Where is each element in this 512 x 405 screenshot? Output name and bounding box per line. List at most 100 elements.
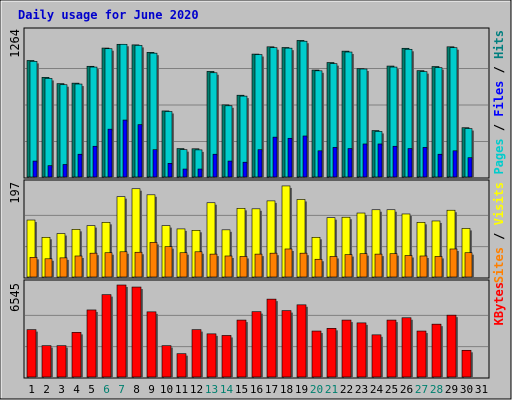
kbytes-bar-day-7 <box>116 284 127 378</box>
kbytes-bar-day-12 <box>191 329 202 378</box>
kbytes-bar-day-15 <box>236 319 247 378</box>
pages-bar-day-8 <box>137 124 143 178</box>
side-label-hits: Hits <box>492 30 506 59</box>
pages-bar-day-9 <box>152 149 158 178</box>
chart-title: Daily usage for June 2020 <box>18 8 199 22</box>
pages-bar-day-20 <box>317 150 323 178</box>
side-label-visits-sites: Sites / Visits <box>492 182 506 283</box>
pages-bar-day-15 <box>242 161 248 178</box>
kbytes-bar-day-1 <box>26 329 37 378</box>
x-tick-label-day-8: 8 <box>133 383 140 396</box>
sites-bar-day-14 <box>224 255 233 278</box>
kbytes-bar-day-11 <box>176 353 187 378</box>
x-tick-label-day-31: 31 <box>475 383 488 396</box>
x-tick-label-day-11: 11 <box>175 383 188 396</box>
side-label-kbytes: KBytes <box>492 282 506 325</box>
pages-bar-day-13 <box>212 153 218 178</box>
kbytes-bar-day-5 <box>86 309 97 378</box>
x-tick-labels: 1 2 3 4 5 6 7 8 9 10 11 12 13 14 15 16 17 18 19 20 21 22 23 24 2… <box>28 383 488 396</box>
pages-bar-day-6 <box>107 128 113 178</box>
side-label-visits: Visits <box>492 182 506 225</box>
x-tick-label-day-4: 4 <box>73 383 80 396</box>
kbytes-bar-day-4 <box>71 332 82 378</box>
sites-bar-day-5 <box>89 252 98 278</box>
bar-marks <box>26 40 474 378</box>
kbytes-bar-day-17 <box>266 298 277 378</box>
sites-bar-day-7 <box>119 251 128 278</box>
x-tick-label-day-7: 7 <box>118 383 125 396</box>
x-tick-label-day-10: 10 <box>160 383 173 396</box>
side-label-kbytes: KBytes <box>492 282 506 325</box>
x-tick-label-day-18: 18 <box>280 383 293 396</box>
kbytes-bar-day-18 <box>281 310 292 378</box>
sites-bar-day-16 <box>254 253 263 278</box>
sites-bar-day-2 <box>44 258 53 278</box>
x-tick-label-day-27: 27 <box>415 383 428 396</box>
files-bar-day-1 <box>29 61 38 178</box>
x-tick-label-day-20: 20 <box>310 383 323 396</box>
side-label-separator: / <box>492 225 506 247</box>
hits-panel-max-label: 1264 <box>8 29 22 58</box>
pages-bar-day-12 <box>197 168 203 178</box>
sites-bar-day-21 <box>329 256 338 278</box>
x-tick-label-day-1: 1 <box>28 383 35 396</box>
side-label-files: Files <box>492 81 506 117</box>
pages-bar-day-24 <box>377 143 383 178</box>
sites-bar-day-20 <box>314 258 323 278</box>
x-tick-label-day-26: 26 <box>400 383 413 396</box>
sites-bar-day-24 <box>374 253 383 278</box>
sites-bar-day-25 <box>389 253 398 278</box>
kbytes-bar-day-24 <box>371 334 382 378</box>
kbytes-panel-max-label: 6545 <box>8 283 22 312</box>
side-label-pages: Pages <box>492 138 506 174</box>
sites-bar-day-15 <box>239 256 248 278</box>
sites-bar-day-6 <box>104 252 113 278</box>
sites-bar-day-10 <box>164 246 173 278</box>
sites-bar-day-18 <box>284 248 293 278</box>
pages-bar-day-25 <box>392 145 398 178</box>
sites-bar-day-17 <box>269 252 278 278</box>
x-tick-label-day-3: 3 <box>58 383 65 396</box>
kbytes-bar-day-22 <box>341 319 352 378</box>
sites-bar-day-28 <box>434 256 443 278</box>
x-tick-label-day-12: 12 <box>190 383 203 396</box>
kbytes-bar-day-30 <box>461 349 472 378</box>
kbytes-bar-day-10 <box>161 345 172 378</box>
pages-bar-day-26 <box>407 148 413 178</box>
kbytes-bar-day-27 <box>416 330 427 378</box>
kbytes-bar-day-23 <box>356 322 367 378</box>
sites-bar-day-22 <box>344 254 353 278</box>
sites-bar-day-9 <box>149 242 158 278</box>
x-tick-label-day-15: 15 <box>235 383 248 396</box>
pages-bar-day-30 <box>467 157 473 178</box>
pages-bar-day-4 <box>77 153 83 178</box>
x-tick-label-day-22: 22 <box>340 383 353 396</box>
side-label-separator: / <box>492 117 506 139</box>
x-tick-label-day-16: 16 <box>250 383 263 396</box>
pages-bar-day-14 <box>227 160 233 178</box>
x-tick-label-day-5: 5 <box>88 383 95 396</box>
pages-bar-day-19 <box>302 135 308 178</box>
x-tick-label-day-17: 17 <box>265 383 278 396</box>
kbytes-bar-day-6 <box>101 294 112 378</box>
sites-bar-day-19 <box>299 252 308 278</box>
pages-bar-day-27 <box>422 147 428 178</box>
kbytes-bar-day-3 <box>56 345 67 378</box>
sites-bar-day-3 <box>59 257 68 278</box>
pages-bar-day-16 <box>257 149 263 178</box>
side-label-sites: Sites <box>492 247 506 283</box>
side-label-separator: / <box>492 59 506 81</box>
visits-panel-max-label: 197 <box>8 182 22 204</box>
kbytes-bar-day-14 <box>221 335 232 378</box>
sites-bar-day-26 <box>404 255 413 278</box>
files-bar-day-3 <box>59 84 68 178</box>
x-tick-label-day-23: 23 <box>355 383 368 396</box>
pages-bar-day-2 <box>47 165 53 178</box>
pages-bar-day-5 <box>92 145 98 178</box>
sites-bar-day-27 <box>419 255 428 278</box>
pages-bar-day-7 <box>122 119 128 178</box>
x-tick-label-day-19: 19 <box>295 383 308 396</box>
files-bar-day-2 <box>44 78 53 178</box>
